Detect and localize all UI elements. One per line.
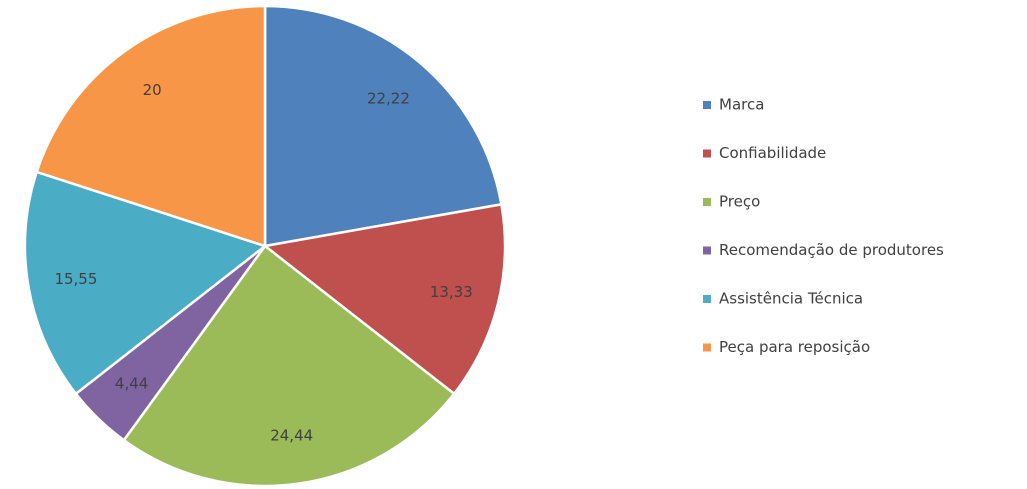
legend-label: Marca bbox=[719, 96, 764, 114]
legend-marker bbox=[703, 149, 711, 158]
legend-label: Recomendação de produtores bbox=[719, 241, 944, 259]
data-label: 22,22 bbox=[367, 89, 410, 107]
legend-marker bbox=[703, 246, 711, 255]
pie-slice bbox=[35, 4, 267, 248]
data-label: 24,44 bbox=[270, 427, 313, 445]
legend-label: Preço bbox=[719, 193, 760, 211]
legend-marker bbox=[703, 101, 711, 109]
data-label: 20 bbox=[143, 81, 162, 99]
legend-marker bbox=[703, 343, 711, 352]
legend-marker bbox=[703, 295, 711, 303]
legend-label: Assistência Técnica bbox=[719, 290, 863, 308]
data-label: 15,55 bbox=[54, 270, 97, 288]
legend-label: Confiabilidade bbox=[719, 144, 826, 162]
data-label: 4,44 bbox=[115, 375, 148, 393]
legend-label: Peça para reposição bbox=[719, 338, 870, 356]
pie-slice bbox=[122, 244, 456, 488]
legend-marker bbox=[703, 198, 711, 206]
pie-slice bbox=[263, 4, 503, 248]
pie-slice bbox=[262, 202, 507, 396]
data-label: 13,33 bbox=[430, 283, 473, 301]
